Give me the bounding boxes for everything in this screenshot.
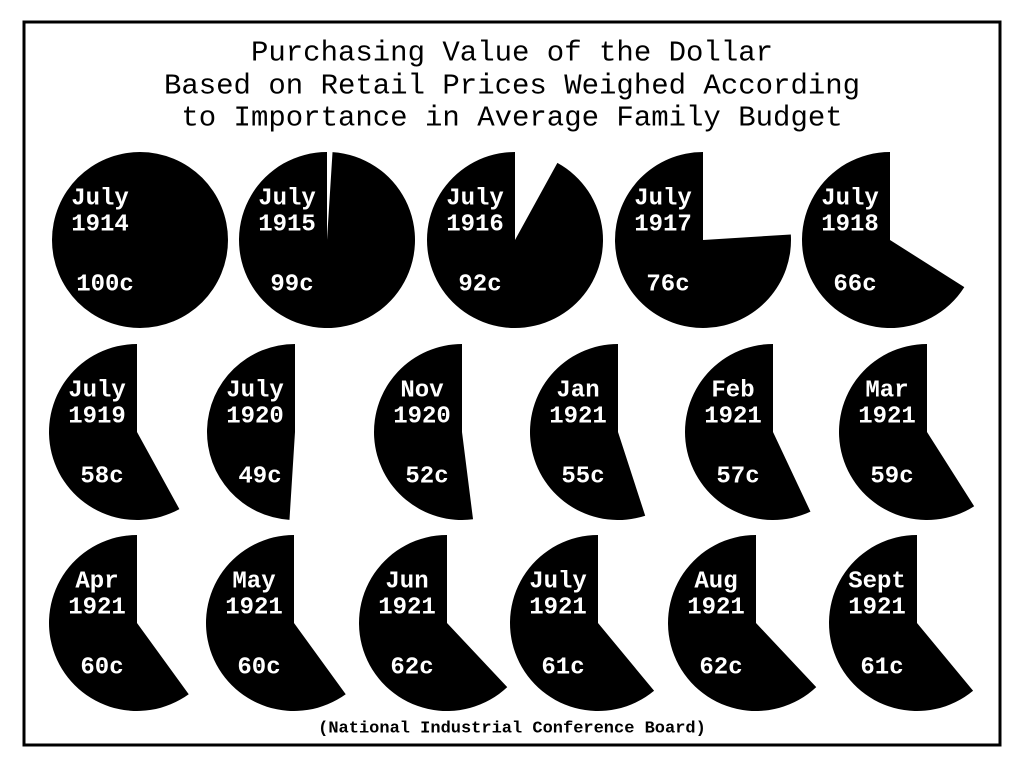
- pie-wedge: [510, 535, 655, 712]
- value-label: 62c: [699, 654, 742, 681]
- value-label: 59c: [870, 463, 913, 490]
- category-label: July: [71, 185, 129, 212]
- category-label: July: [258, 185, 316, 212]
- chart-title: Purchasing Value of the Dollar: [251, 37, 773, 70]
- pie-wedge: [49, 344, 180, 520]
- category-label: Jun: [385, 568, 428, 595]
- pie-wedge: [239, 152, 415, 328]
- category-label: Aug: [694, 568, 737, 595]
- category-label: 1916: [446, 211, 504, 238]
- category-label: 1921: [848, 594, 906, 621]
- pie-wedge: [359, 535, 508, 711]
- category-label: 1914: [71, 211, 129, 238]
- value-label: 60c: [80, 654, 123, 681]
- category-label: 1921: [378, 594, 436, 621]
- category-label: Apr: [75, 568, 118, 595]
- chart-title: to Importance in Average Family Budget: [181, 102, 842, 135]
- pie-wedge: [49, 535, 189, 711]
- pie-wedge: [427, 152, 604, 329]
- value-label: 61c: [541, 654, 584, 681]
- category-label: Sept: [848, 568, 906, 595]
- category-label: July: [529, 568, 587, 595]
- category-label: July: [446, 185, 504, 212]
- pie-wedge: [802, 152, 965, 329]
- pie-wedge: [206, 344, 295, 520]
- category-label: July: [634, 185, 692, 212]
- category-label: 1918: [821, 211, 879, 238]
- category-label: 1919: [68, 403, 126, 430]
- category-label: July: [226, 377, 284, 404]
- category-label: Nov: [400, 377, 443, 404]
- category-label: 1921: [225, 594, 283, 621]
- category-label: 1917: [634, 211, 692, 238]
- category-label: Jan: [556, 377, 599, 404]
- category-label: 1921: [68, 594, 126, 621]
- category-label: 1920: [226, 403, 284, 430]
- value-label: 92c: [458, 271, 501, 298]
- category-label: 1921: [704, 403, 762, 430]
- category-label: 1921: [858, 403, 916, 430]
- value-label: 62c: [390, 654, 433, 681]
- category-label: July: [68, 377, 126, 404]
- value-label: 58c: [80, 463, 123, 490]
- category-label: Mar: [865, 377, 908, 404]
- value-label: 52c: [405, 463, 448, 490]
- value-label: 55c: [561, 463, 604, 490]
- value-label: 60c: [237, 654, 280, 681]
- value-label: 100c: [76, 271, 134, 298]
- chart-title: Based on Retail Prices Weighed According: [164, 70, 860, 103]
- value-label: 99c: [270, 271, 313, 298]
- value-label: 61c: [860, 654, 903, 681]
- value-label: 57c: [716, 463, 759, 490]
- pie-wedge: [373, 344, 474, 520]
- pie-wedge: [530, 344, 646, 520]
- pie-wedge: [685, 344, 811, 521]
- category-label: 1921: [687, 594, 745, 621]
- category-label: Feb: [711, 377, 754, 404]
- pie-wedge: [829, 535, 974, 711]
- category-label: July: [821, 185, 879, 212]
- pie-wedge: [839, 344, 975, 520]
- category-label: 1921: [549, 403, 607, 430]
- pie-wedge: [206, 535, 346, 711]
- pie-wedge: [52, 152, 228, 328]
- category-label: 1915: [258, 211, 316, 238]
- pie-wedge: [615, 152, 791, 329]
- category-label: May: [232, 568, 275, 595]
- pie-wedge: [667, 535, 817, 712]
- value-label: 76c: [646, 271, 689, 298]
- value-label: 49c: [238, 463, 281, 490]
- category-label: 1920: [393, 403, 451, 430]
- source-note: (National Industrial Conference Board): [318, 719, 706, 738]
- value-label: 66c: [833, 271, 876, 298]
- category-label: 1921: [529, 594, 587, 621]
